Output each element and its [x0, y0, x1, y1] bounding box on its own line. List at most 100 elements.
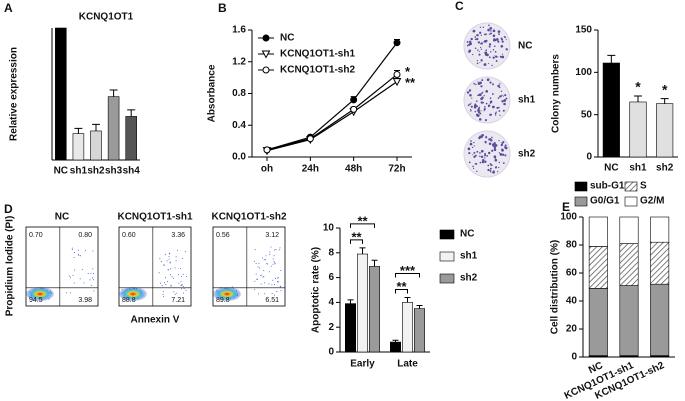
colony-plate	[463, 76, 511, 124]
colony-dot	[487, 105, 490, 108]
y-axis-label: Relative expression	[9, 47, 20, 141]
event-dot	[77, 253, 79, 255]
colony-dot	[484, 160, 487, 163]
bar	[401, 302, 413, 353]
event-dot	[181, 288, 183, 290]
colony-dot	[502, 109, 505, 112]
colony-dot	[481, 160, 485, 164]
event-dot	[269, 251, 271, 253]
colony-dot	[479, 155, 481, 158]
colony-dot	[480, 85, 483, 88]
colony-dot	[473, 151, 476, 154]
significance: ***	[400, 263, 416, 278]
quadrant-value: 0.56	[216, 232, 230, 239]
x-tick-label: sh4	[123, 166, 141, 177]
event-dot	[266, 263, 268, 265]
colony-dot	[487, 164, 490, 167]
colony-dot	[488, 56, 491, 59]
event-dot	[265, 255, 267, 257]
colony-dot	[501, 40, 504, 43]
legend-label: NC	[460, 229, 474, 240]
event-dot	[159, 258, 161, 260]
event-dot	[279, 247, 281, 249]
colony-dot	[490, 30, 492, 32]
event-dot	[84, 249, 86, 251]
x-tick-label: NC	[604, 163, 618, 174]
colony-dot	[483, 95, 485, 97]
y-tick-label: 10	[323, 223, 335, 234]
colony-dot	[480, 42, 483, 45]
colony-dot	[492, 83, 494, 86]
event-dot	[280, 269, 282, 271]
y-tick-label: 8	[328, 247, 334, 258]
event-dot	[254, 280, 256, 282]
event-dot	[183, 288, 185, 290]
legend-swatch	[624, 196, 638, 207]
error-bar	[127, 109, 136, 117]
colony-dot	[470, 108, 472, 110]
colony-dot	[488, 24, 490, 27]
colony-dot	[502, 150, 504, 152]
point	[350, 105, 358, 113]
colony-dot	[500, 142, 502, 144]
colony-dot	[473, 167, 475, 170]
colony-dot	[474, 47, 477, 49]
colony-dot	[481, 79, 484, 82]
bar	[389, 341, 401, 353]
event-dot	[159, 282, 161, 284]
x-tick-label: oh	[261, 164, 273, 175]
colony-dot	[493, 142, 496, 145]
event-dot	[169, 274, 171, 276]
event-dot	[273, 260, 275, 262]
colony-dot	[484, 157, 486, 159]
event-dot	[168, 258, 170, 260]
x-tick-label: sh1	[629, 163, 647, 174]
x-tick-label: Early	[350, 359, 375, 370]
legend-swatch	[574, 181, 588, 192]
quadrant-value: 94.5	[29, 297, 43, 304]
colony-dot	[485, 33, 488, 36]
y-tick-label: 100	[575, 67, 592, 78]
quadrant-value: 89.8	[216, 297, 230, 304]
colony-dot	[498, 140, 500, 142]
colony-dot	[478, 51, 480, 53]
y-axis-label: Cell distribution (%)	[550, 240, 561, 334]
bar	[602, 62, 620, 158]
event-dot	[165, 253, 167, 255]
quadrant-value: 6.51	[265, 297, 279, 304]
colony-dot	[485, 102, 488, 105]
x-tick-label: NC	[54, 166, 68, 177]
y-tick-label: 0.4	[232, 120, 246, 131]
colony-dot	[495, 60, 498, 62]
legend-swatch	[439, 229, 455, 240]
point	[263, 146, 271, 154]
colony-dot	[472, 53, 474, 56]
significance-bracket	[395, 288, 408, 294]
colony-dot	[469, 40, 472, 43]
colony-dot	[486, 53, 489, 57]
colony-dot	[474, 110, 477, 113]
colony-dot	[499, 95, 501, 98]
line	[266, 42, 398, 151]
colony-dot	[489, 167, 492, 170]
quadrant-value: 7.21	[171, 297, 185, 304]
legend-marker	[262, 34, 270, 42]
error-line	[416, 305, 423, 309]
event-dot	[273, 294, 275, 296]
colony-dot	[498, 152, 500, 154]
error-line	[92, 123, 100, 131]
colony-label: sh1	[518, 95, 536, 106]
colony-dot	[466, 41, 469, 43]
event-dot	[176, 292, 178, 294]
colony-dot	[482, 26, 485, 29]
event-dot	[276, 290, 278, 292]
colony-dot	[480, 59, 483, 62]
colony-dot	[468, 89, 472, 92]
x-tick-label: sh2	[656, 163, 674, 174]
legend-label: sh2	[460, 273, 478, 284]
colony-dot	[477, 109, 480, 112]
colony-dot	[479, 114, 481, 116]
event-dot	[186, 275, 188, 277]
x-tick-label: Late	[397, 359, 418, 370]
